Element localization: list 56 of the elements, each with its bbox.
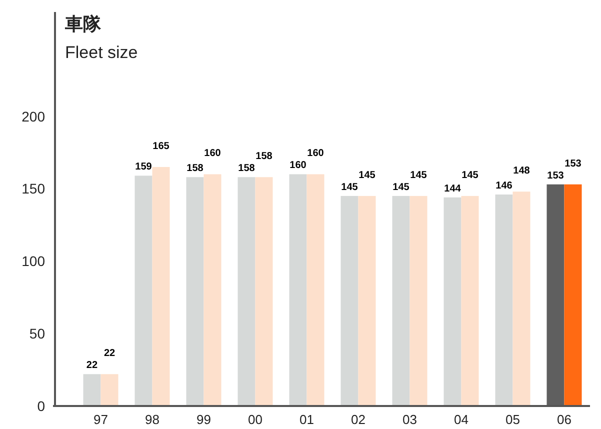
data-label: 22: [86, 360, 98, 372]
x-tick-label: 03: [402, 412, 417, 427]
bar: [306, 174, 324, 406]
x-tick-label: 00: [248, 412, 262, 427]
bar: [238, 177, 256, 406]
x-tick-label: 06: [557, 412, 572, 427]
data-label: 158: [186, 163, 204, 174]
bar: [512, 192, 530, 406]
bar: [255, 177, 273, 406]
bar: [444, 197, 462, 406]
data-label: 159: [135, 162, 152, 173]
data-label: 22: [104, 348, 116, 360]
x-tick-label: 05: [506, 412, 520, 427]
x-tick-label: 02: [351, 412, 366, 427]
y-tick-label: 50: [29, 326, 46, 342]
bar: [100, 374, 118, 406]
data-label: 165: [152, 140, 170, 152]
data-label: 160: [307, 148, 324, 160]
bar: [204, 174, 222, 406]
bar: [152, 166, 170, 406]
bar: [564, 184, 582, 406]
x-tick-label: 01: [300, 412, 314, 427]
chart-title: 車隊: [64, 14, 102, 34]
data-label: 153: [564, 158, 582, 170]
data-label: 146: [496, 180, 513, 192]
bar: [495, 194, 513, 406]
data-label: 158: [256, 151, 273, 162]
data-label: 160: [290, 160, 307, 172]
y-tick-label: 0: [37, 398, 46, 414]
text: Fleet size: [65, 43, 138, 62]
bar: [83, 374, 101, 406]
data-label: 145: [410, 170, 428, 181]
bar: [186, 177, 204, 406]
x-tick-label: 97: [94, 412, 108, 427]
data-label: 145: [462, 170, 479, 181]
y-tick-label: 100: [22, 253, 46, 270]
data-label: 145: [392, 182, 410, 193]
x-tick-label: 99: [196, 412, 211, 427]
data-label: 160: [204, 148, 222, 160]
bar: [392, 196, 410, 406]
y-tick-label: 150: [22, 180, 46, 197]
x-tick-label: 04: [454, 412, 468, 427]
data-label: 148: [513, 166, 530, 177]
data-label: 158: [238, 163, 256, 174]
bar: [410, 196, 428, 406]
bar: [461, 196, 479, 406]
bar: [134, 176, 152, 406]
data-label: 153: [547, 170, 564, 182]
bar: [289, 174, 307, 406]
data-label: 145: [341, 182, 358, 193]
bar: [358, 196, 376, 406]
data-label: 144: [444, 183, 462, 194]
y-tick-label: 200: [22, 108, 46, 124]
data-label: 145: [358, 170, 376, 181]
bar: [340, 196, 358, 406]
x-tick-label: 98: [145, 412, 160, 427]
